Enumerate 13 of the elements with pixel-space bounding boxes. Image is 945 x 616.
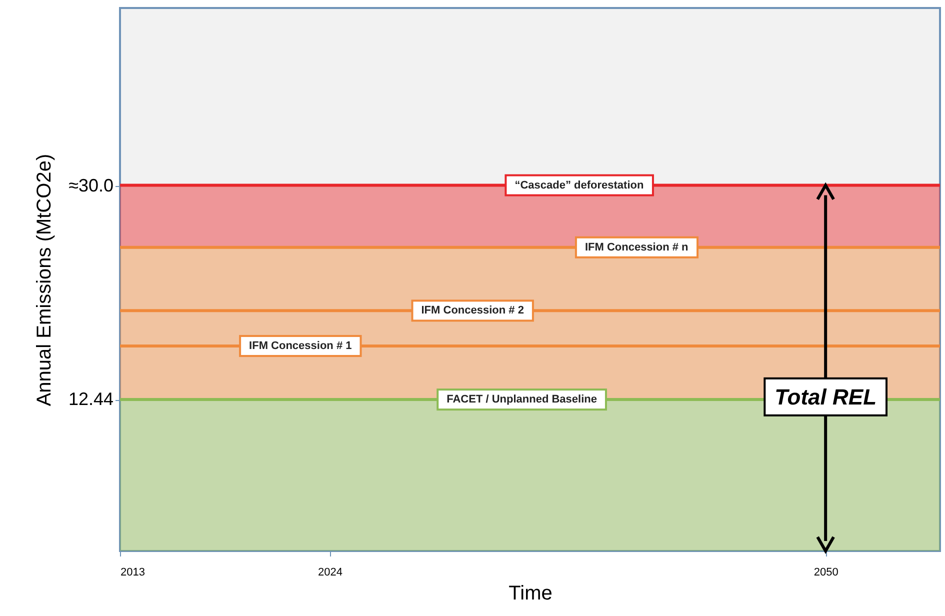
x-tick-label: 2024 xyxy=(318,566,343,578)
series-label: FACET / Unplanned Baseline xyxy=(446,394,597,406)
ref-line-label: Total REL xyxy=(774,384,877,410)
series-label: “Cascade” deforestation xyxy=(514,179,644,192)
y-axis-title: Annual Emissions (MtCO2e) xyxy=(33,154,56,406)
x-tick-label: 2013 xyxy=(120,566,145,578)
x-axis-title: Time xyxy=(508,582,552,604)
series-label: IFM Concession # 2 xyxy=(421,304,524,317)
x-tick-label: 2050 xyxy=(814,566,838,578)
series-label: IFM Concession # n xyxy=(584,241,689,254)
y-tick-label: ≈30.0 xyxy=(68,175,114,196)
y-tick-label: 12.44 xyxy=(68,389,114,410)
series-label: IFM Concession # 1 xyxy=(249,340,352,352)
